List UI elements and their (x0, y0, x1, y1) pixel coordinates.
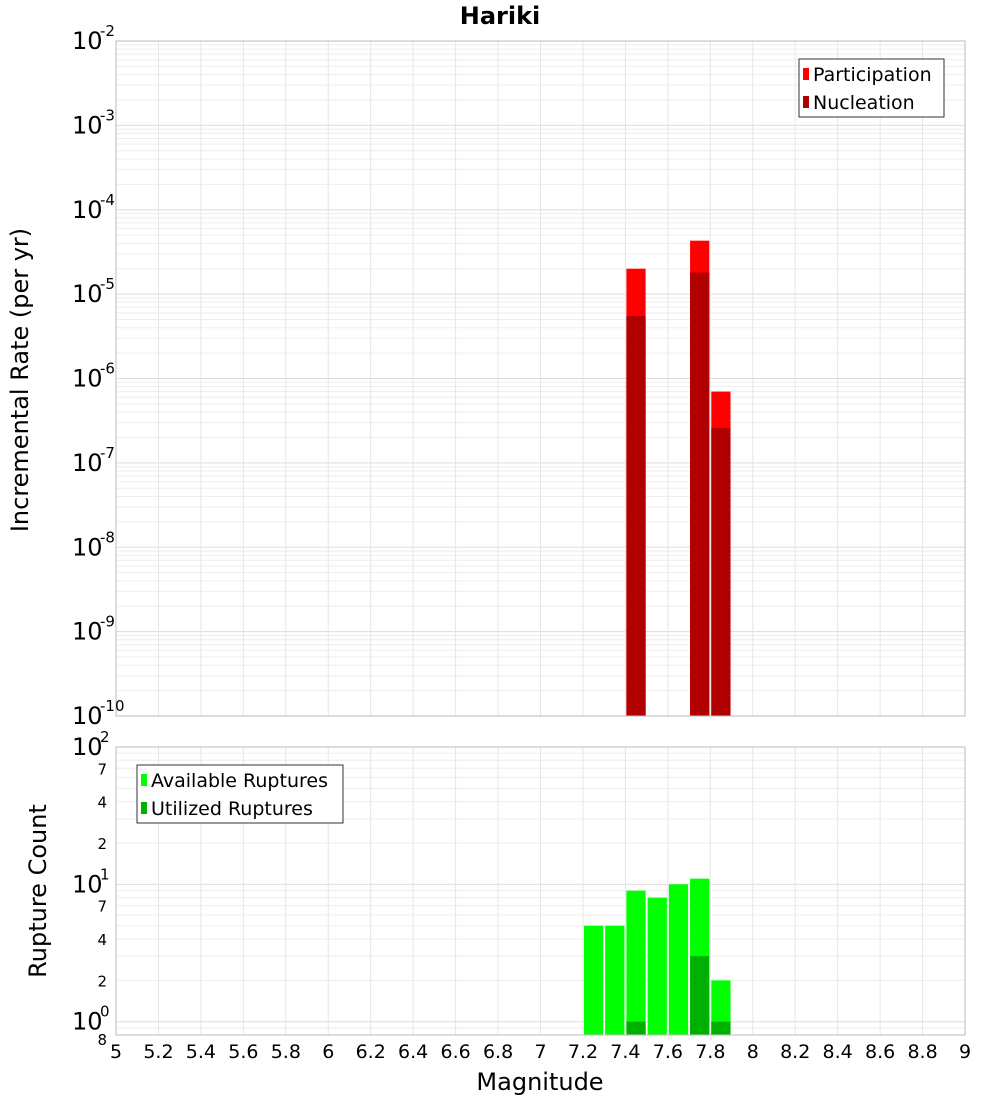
x-tick-label: 5.6 (228, 1041, 258, 1063)
x-tick-label: 6.6 (440, 1041, 470, 1063)
plot-frame (115, 40, 966, 717)
plot-frame (115, 746, 966, 1036)
legend-swatch (803, 96, 809, 108)
bar (626, 890, 646, 1035)
legend: Participation Nucleation (798, 58, 945, 118)
y-tick-exponent: -6 (100, 360, 115, 378)
x-tick-label: 7 (534, 1041, 546, 1063)
bar (583, 925, 604, 1035)
x-tick-label: 5.2 (143, 1041, 173, 1063)
x-tick-label: 7.2 (568, 1041, 598, 1063)
y-tick-exponent: 1 (100, 865, 110, 883)
y-tick-exponent: 2 (100, 728, 110, 746)
y-tick-exponent: -7 (100, 444, 115, 462)
x-tick-label: 8.8 (907, 1041, 937, 1063)
x-tick-label: 6.2 (356, 1041, 386, 1063)
y-tick-label: 10 (72, 111, 103, 139)
x-tick-label: 8.4 (823, 1041, 853, 1063)
y-minor-tick-label: 7 (97, 898, 107, 916)
y-minor-tick-label: 7 (97, 760, 107, 778)
legend-swatch (141, 774, 147, 786)
x-tick-label: 8.2 (780, 1041, 810, 1063)
legend-entry: Utilized Ruptures (151, 798, 313, 820)
bar (605, 925, 625, 1035)
y-tick-label: 10 (72, 733, 103, 761)
y-tick-label: 10 (72, 618, 103, 646)
x-tick-label: 5.4 (186, 1041, 216, 1063)
y-tick-exponent: -8 (100, 528, 115, 546)
y-tick-label: 10 (72, 196, 103, 224)
x-tick-label: 5 (110, 1041, 122, 1063)
legend-entry: Participation (813, 64, 932, 86)
x-axis-label: Magnitude (476, 1068, 603, 1096)
x-tick-label: 8.6 (865, 1041, 895, 1063)
y-tick-label: 10 (72, 27, 103, 55)
x-tick-label: 6 (322, 1041, 334, 1063)
y-minor-tick-label: 8 (97, 1031, 107, 1049)
y-tick-label: 10 (72, 702, 103, 730)
bar (647, 897, 667, 1035)
legend-swatch (803, 68, 809, 80)
bar (690, 956, 710, 1035)
top-y-tick-labels: 10-210-310-410-510-610-710-810-910-10 (72, 22, 125, 730)
y-tick-label: 10 (72, 280, 103, 308)
bottom-y-axis-label: Rupture Count (24, 804, 52, 978)
legend-box (798, 58, 945, 118)
x-tick-label: 7.8 (695, 1041, 725, 1063)
y-tick-exponent: -5 (100, 275, 115, 293)
x-tick-label: 5.8 (271, 1041, 301, 1063)
y-minor-tick-label: 4 (97, 931, 107, 949)
x-tick-label: 6.4 (398, 1041, 428, 1063)
y-tick-label: 10 (72, 449, 103, 477)
x-tick-label: 7.4 (610, 1041, 640, 1063)
y-minor-tick-label: 2 (97, 972, 107, 990)
x-tick-label: 6.8 (483, 1041, 513, 1063)
bar (711, 427, 731, 716)
series-nucleation (626, 272, 731, 716)
chart-title: Hariki (460, 2, 541, 30)
y-tick-label: 10 (72, 870, 103, 898)
y-minor-tick-label: 2 (97, 835, 107, 853)
bar (626, 1021, 646, 1035)
bar (690, 272, 710, 716)
x-tick-label: 7.6 (653, 1041, 683, 1063)
x-tick-label: 9 (959, 1041, 971, 1063)
y-tick-exponent: -4 (100, 191, 115, 209)
y-tick-exponent: -9 (100, 613, 115, 631)
y-tick-exponent: 0 (100, 1003, 110, 1021)
series-utilized-ruptures (626, 956, 731, 1035)
y-tick-exponent: -10 (100, 697, 125, 715)
legend-swatch (141, 802, 147, 814)
legend-box (136, 764, 344, 824)
legend-entry: Nucleation (813, 92, 915, 114)
bar (626, 316, 646, 716)
y-tick-label: 10 (72, 1008, 103, 1036)
x-tick-labels: 5 5.2 5.4 5.6 5.8 6 6.2 6.4 6.6 6.8 7 7.2 7.4 7.6 7.8 8… (110, 1041, 971, 1063)
y-tick-exponent: -2 (100, 22, 115, 40)
x-tick-label: 8 (747, 1041, 759, 1063)
grid-lines (115, 41, 966, 717)
y-tick-exponent: -3 (100, 106, 115, 124)
legend-entry: Available Ruptures (151, 770, 328, 792)
top-y-axis-label: Incremental Rate (per yr) (6, 228, 34, 532)
y-minor-tick-label: 4 (97, 794, 107, 812)
incremental-rate-panel: ParticipationNucleation10-210-310-410-51… (72, 22, 966, 730)
y-tick-label: 10 (72, 533, 103, 561)
y-tick-label: 10 (72, 365, 103, 393)
legend: Available Ruptures Utilized Ruptures (136, 764, 344, 824)
bar (711, 1021, 731, 1035)
bar (668, 884, 689, 1035)
bar (711, 980, 731, 1035)
